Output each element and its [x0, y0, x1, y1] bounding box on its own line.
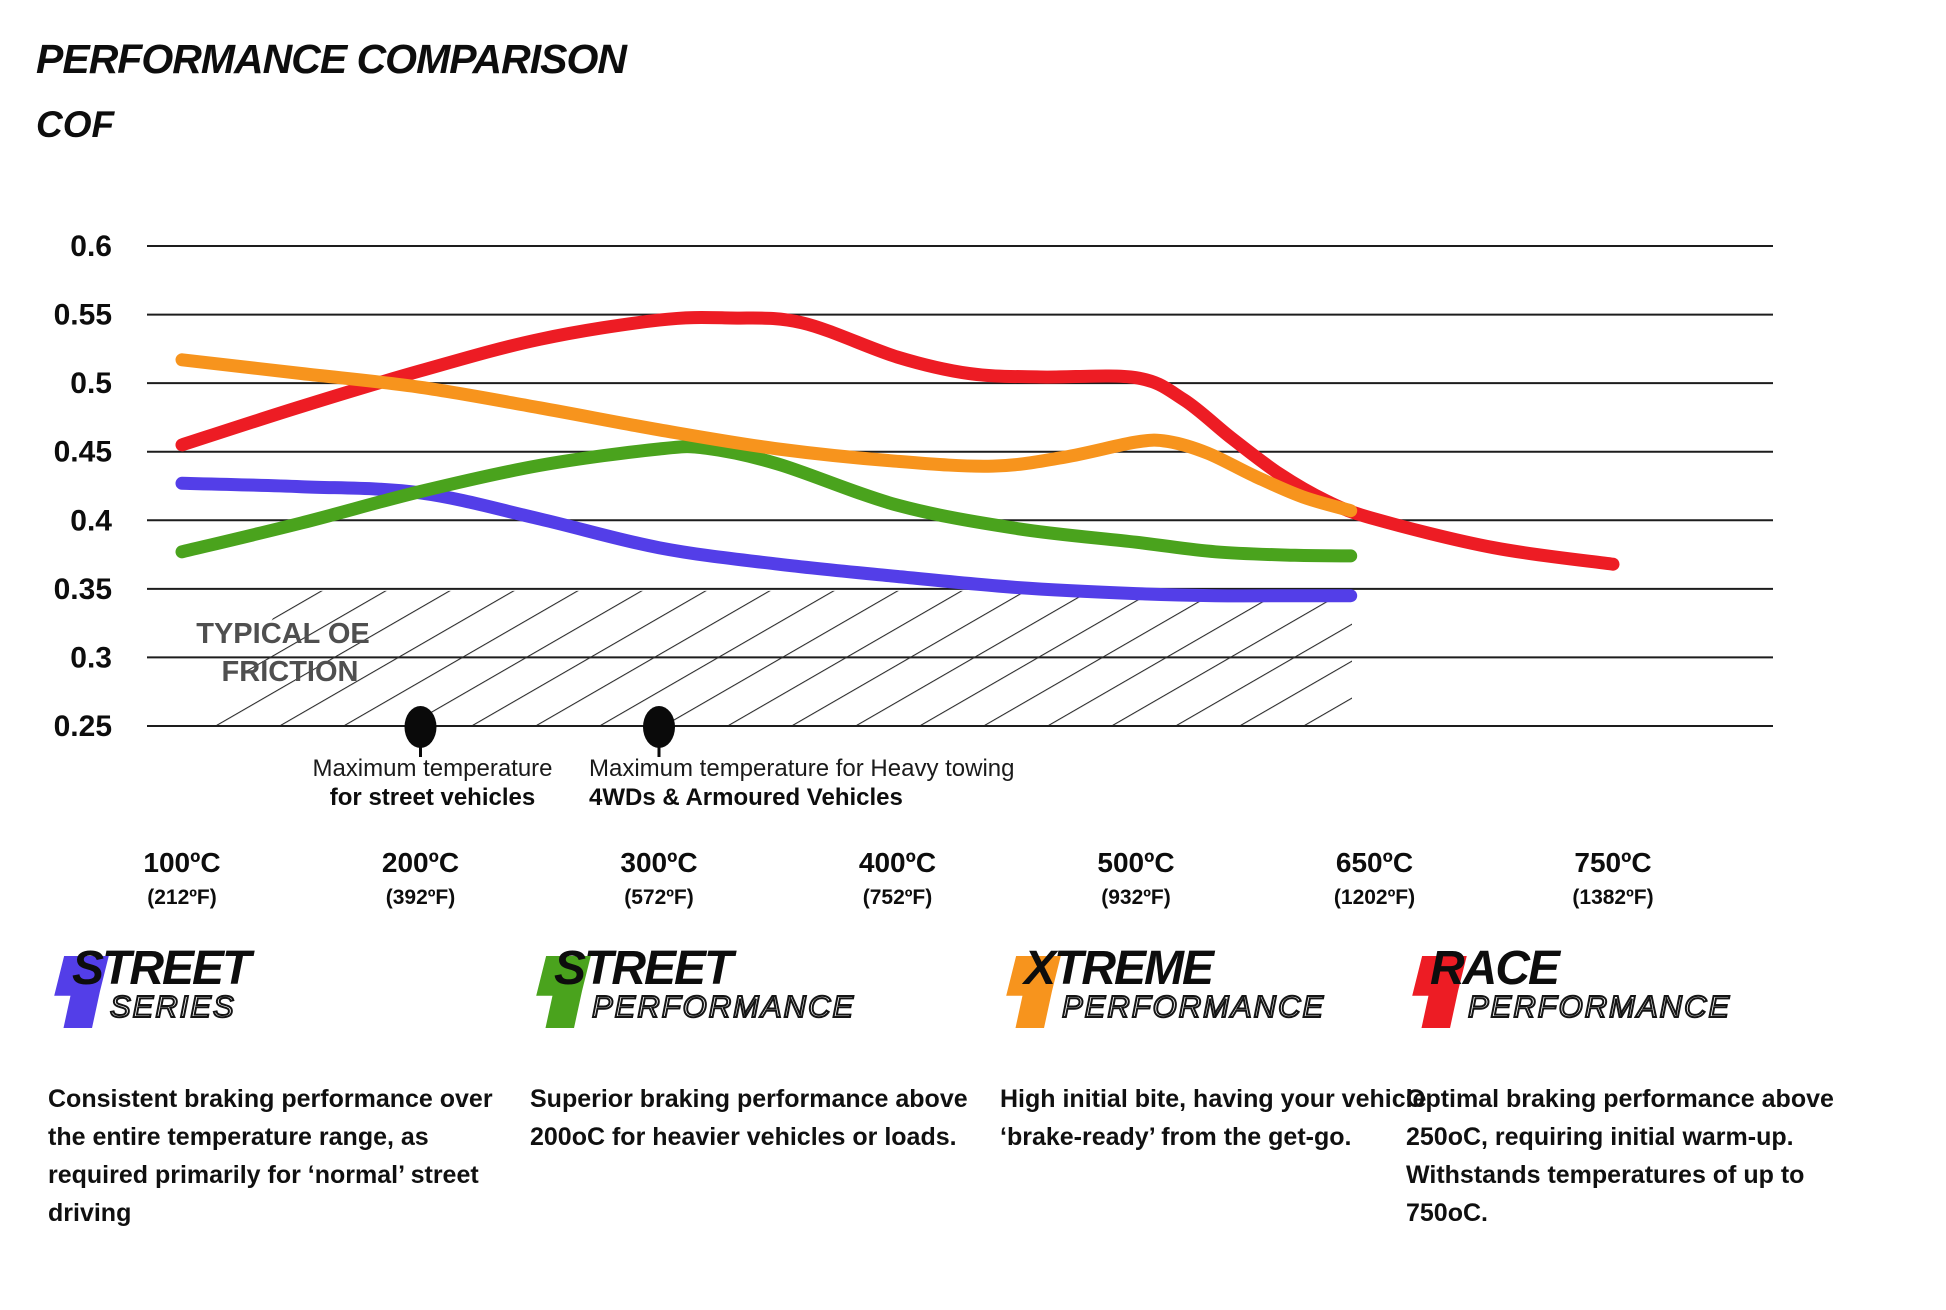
x-tick-label-celsius: 200ºC: [382, 847, 459, 878]
brand-description: High initial bite, having your vehicle ‘…: [1000, 1085, 1427, 1151]
x-tick-label-fahrenheit: (1202ºF): [1334, 886, 1415, 909]
x-tick-label-fahrenheit: (932ºF): [1101, 886, 1171, 909]
legend-race-performance: RACE PERFORMANCE Optimal braking performan…: [1406, 942, 1864, 1232]
brand-name-bottom: PERFORMANCE: [1061, 989, 1326, 1025]
brand-name-top: STREET: [554, 942, 733, 995]
annotation-dot: [643, 705, 675, 748]
brand-logo: XTREME PERFORMANCE: [1000, 942, 1458, 1058]
y-tick-label: 0.25: [54, 710, 112, 743]
annotation-line2: for street vehicles: [330, 784, 535, 811]
brand-pad-icon: [536, 956, 591, 1028]
brand-name-bottom: PERFORMANCE: [591, 989, 856, 1025]
legend-street-performance: STREET PERFORMANCE Superior braking perfor…: [530, 942, 988, 1156]
y-tick-label: 0.35: [54, 573, 112, 606]
curve-race-performance: [175, 310, 1620, 571]
brand-name-top: XTREME: [1024, 942, 1214, 995]
y-tick-label: 0.6: [70, 230, 112, 263]
x-tick-label-celsius: 400ºC: [859, 847, 936, 878]
page-title: PERFORMANCE COMPARISON: [36, 36, 627, 82]
brand-pad-icon: [1412, 956, 1467, 1028]
brand-name-top: RACE: [1430, 942, 1560, 995]
x-tick-label-fahrenheit: (212ºF): [147, 886, 217, 909]
annotation-line2: 4WDs & Armoured Vehicles: [589, 784, 903, 811]
cof-temperature-chart: 0.6 0.55 0.5 0.45 0.4 0.35 0.3 0.25 TYPICAL OE F…: [54, 230, 1773, 909]
x-tick-label-fahrenheit: (392ºF): [386, 886, 456, 909]
x-axis-tick-labels: 100ºC (212ºF) 200ºC (392ºF) 300ºC (572ºF) 400º…: [143, 847, 1653, 909]
legend-xtreme-performance: XTREME PERFORMANCE High initial bite, havi…: [1000, 942, 1458, 1156]
curve-street-performance: [175, 440, 1358, 563]
brand-name-bottom: SERIES: [109, 989, 236, 1025]
x-tick-label-fahrenheit: (752ºF): [863, 886, 933, 909]
brand-logo: RACE PERFORMANCE: [1406, 942, 1864, 1058]
legend-street-series: STREET SERIES Consistent braking performan…: [48, 942, 506, 1232]
oe-friction-label-line1: TYPICAL OE: [196, 618, 370, 650]
typical-oe-friction-region: TYPICAL OE FRICTION: [196, 590, 1352, 725]
oe-friction-label-line2: FRICTION: [222, 656, 359, 688]
oe-friction-hatch: [214, 590, 1352, 725]
curve-xtreme-performance: [175, 353, 1358, 518]
x-tick-label-celsius: 650ºC: [1336, 847, 1413, 878]
x-tick-label-fahrenheit: (1382ºF): [1572, 886, 1653, 909]
brand-pad-icon: [54, 956, 109, 1028]
annotation-dot: [404, 705, 437, 748]
y-axis-tick-labels: 0.6 0.55 0.5 0.45 0.4 0.35 0.3 0.25: [54, 230, 113, 743]
x-tick-label-celsius: 500ºC: [1097, 847, 1174, 878]
y-tick-label: 0.4: [70, 504, 112, 537]
annotation-line1: Maximum temperature for Heavy towing: [589, 755, 1014, 782]
y-tick-label: 0.55: [54, 299, 112, 332]
brand-name-top: STREET: [72, 942, 251, 995]
y-tick-label: 0.3: [70, 641, 112, 674]
y-tick-label: 0.5: [70, 367, 112, 400]
x-tick-label-celsius: 750ºC: [1574, 847, 1651, 878]
y-axis-title: COF: [36, 104, 115, 145]
x-tick-label-celsius: 300ºC: [620, 847, 697, 878]
x-tick-label-celsius: 100ºC: [143, 847, 220, 878]
x-tick-label-fahrenheit: (572ºF): [624, 886, 694, 909]
brand-name-bottom: PERFORMANCE: [1467, 989, 1732, 1025]
brand-logo: STREET PERFORMANCE: [530, 942, 988, 1058]
series-curves: [175, 310, 1620, 603]
y-tick-label: 0.45: [54, 436, 112, 469]
curve-street-series: [175, 476, 1358, 603]
brand-description: Consistent braking performance over the …: [48, 1085, 493, 1227]
brand-description: Superior braking performance above 200oC…: [530, 1085, 968, 1151]
brand-description: Optimal braking performance above 250oC,…: [1406, 1085, 1834, 1227]
brand-logo: STREET SERIES: [48, 942, 506, 1058]
brand-pad-icon: [1006, 956, 1061, 1028]
annotation-line1: Maximum temperature: [312, 755, 552, 782]
